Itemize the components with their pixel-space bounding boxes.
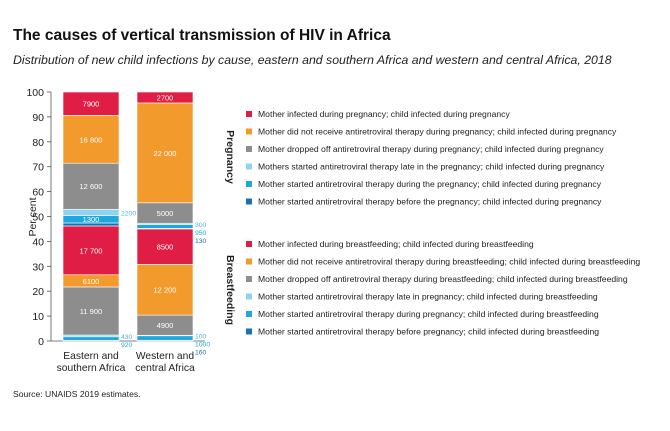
legend-swatch <box>246 276 252 282</box>
legend-swatch <box>246 241 252 247</box>
bar-segment <box>136 228 194 265</box>
chart-title: The causes of vertical transmission of H… <box>13 27 391 44</box>
legend-label: Mother infected during breastfeeding; ch… <box>258 239 534 249</box>
legend-label: Mother started antiretroviral therapy be… <box>258 327 599 337</box>
legend-label: Mother dropped off antiretroviral therap… <box>258 144 604 154</box>
legend: Mother infected during pregnancy; child … <box>246 109 640 337</box>
y-tick-label: 20 <box>32 286 44 298</box>
legend-swatch <box>246 311 252 317</box>
segment-value-labels: 11 900 6100 17 700 1300 12 600 16 800 7900 2200… <box>80 93 211 356</box>
legend-label: Mother infected during pregnancy; child … <box>258 109 510 119</box>
bar-value-label: 22 000 <box>154 149 177 158</box>
y-tick-label: 90 <box>32 112 44 124</box>
bar-value-label: 16 800 <box>80 135 103 144</box>
legend-swatch <box>246 128 252 135</box>
legend-label: Mother dropped off antiretroviral therap… <box>258 274 628 284</box>
legend-swatch <box>246 163 252 170</box>
y-tick-label: 40 <box>32 236 44 248</box>
group-label-breastfeeding: Breastfeeding <box>224 255 236 325</box>
source-note: Source: UNAIDS 2019 estimates. <box>13 389 141 399</box>
bar-segment <box>136 102 194 204</box>
legend-swatch <box>246 328 252 335</box>
legend-label: Mother started antiretroviral therapy la… <box>258 292 598 302</box>
chart-subtitle: Distribution of new child infections by … <box>13 53 612 67</box>
legend-label: Mother started antiretroviral therapy du… <box>258 309 599 319</box>
bar-segment <box>62 286 120 336</box>
y-tick-label: 100 <box>26 87 44 99</box>
legend-swatch <box>246 293 252 300</box>
bar-value-label: 4900 <box>157 321 174 330</box>
legend-label: Mothers started antiretroviral therapy l… <box>258 162 605 172</box>
bar-segment <box>62 336 120 341</box>
bar-value-label-outside: 920 <box>121 342 133 349</box>
legend-label: Mother started antiretroviral therapy be… <box>258 197 602 207</box>
bar-value-label-outside: 100 <box>195 334 207 341</box>
bar-segment <box>62 115 120 164</box>
bar-value-label: 8500 <box>157 243 174 252</box>
legend-swatch <box>246 146 252 152</box>
bar-value-label-outside: 430 <box>121 334 133 341</box>
y-tick-label: 70 <box>32 162 44 174</box>
bar-value-label: 7900 <box>83 100 100 109</box>
bar-segment <box>62 162 120 210</box>
legend-swatch <box>246 198 252 205</box>
bar-segment <box>136 335 194 341</box>
bars <box>62 91 194 342</box>
y-tick-label: 10 <box>32 311 44 323</box>
y-tick-label: 60 <box>32 187 44 199</box>
category-label: Eastern and <box>63 351 119 362</box>
bar-value-label-outside: 2200 <box>121 210 136 217</box>
legend-label: Mother started antiretroviral therapy du… <box>258 179 602 189</box>
bar-value-label: 6100 <box>83 277 100 286</box>
y-axis-title: Per cent <box>27 197 39 236</box>
bar-value-label: 17 700 <box>80 246 103 255</box>
bar-value-label-outside: 1000 <box>195 342 210 349</box>
bar-value-label-outside: 160 <box>195 350 207 357</box>
bar-segment <box>136 264 194 316</box>
y-axis: 0 10 20 30 40 50 60 70 80 90 100 <box>26 87 205 348</box>
y-tick-label: 30 <box>32 261 44 273</box>
category-label: central Africa <box>135 363 195 374</box>
legend-label: Mother did not receive antiretroviral th… <box>258 127 617 137</box>
bar-value-label: 1300 <box>83 215 100 224</box>
bar-value-label-outside: 130 <box>195 238 207 245</box>
legend-swatch <box>246 258 252 265</box>
y-tick-label: 80 <box>32 137 44 149</box>
legend-swatch <box>246 111 252 117</box>
category-label: southern Africa <box>57 363 126 374</box>
bar-segment <box>136 224 194 229</box>
category-label: Western and <box>136 351 194 362</box>
bar-value-label: 12 200 <box>154 286 177 295</box>
legend-label: Mother did not receive antiretroviral th… <box>258 257 640 267</box>
bar-value-label-outside: 950 <box>195 230 207 237</box>
bar-value-label: 5000 <box>157 209 174 218</box>
y-tick-label: 0 <box>38 336 44 348</box>
bar-value-label-outside: 300 <box>195 222 207 229</box>
bar-segment <box>62 91 120 116</box>
bar-value-label: 11 900 <box>80 307 102 316</box>
legend-swatch <box>246 181 252 187</box>
bar-value-label: 12 600 <box>80 182 103 191</box>
bar-segment <box>136 91 194 104</box>
group-label-pregnancy: Pregnancy <box>224 130 236 184</box>
bar-value-label: 2700 <box>157 93 174 102</box>
y-tick-label: 50 <box>32 212 44 224</box>
bar-segment <box>62 225 120 276</box>
